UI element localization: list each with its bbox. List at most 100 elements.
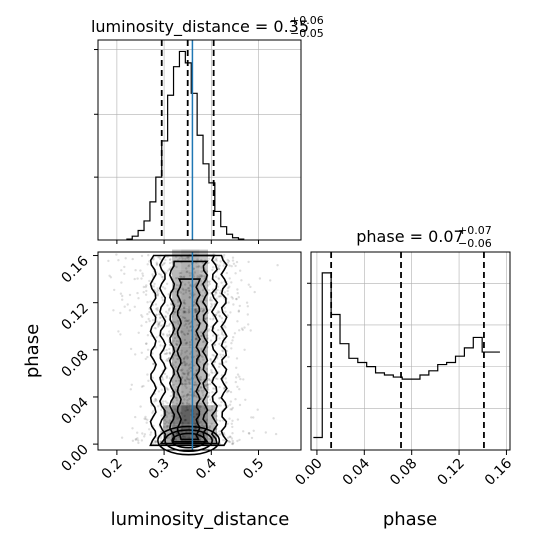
sample-point xyxy=(182,276,185,279)
sample-point xyxy=(187,311,190,314)
sample-point xyxy=(206,387,209,390)
sample-point xyxy=(187,371,191,374)
sample-point xyxy=(195,368,198,372)
sample-point xyxy=(140,439,144,442)
sample-point xyxy=(156,289,159,292)
sample-point xyxy=(167,357,171,360)
sample-point xyxy=(225,345,228,348)
sample-point xyxy=(148,319,151,323)
sample-point xyxy=(195,369,199,373)
sample-point xyxy=(202,358,205,361)
sample-point xyxy=(179,369,182,372)
sample-point xyxy=(193,383,196,387)
sample-point xyxy=(214,291,218,294)
sample-point xyxy=(146,418,149,421)
sample-point xyxy=(186,377,189,381)
sample-point xyxy=(232,441,235,445)
sample-point xyxy=(208,383,212,386)
sample-point xyxy=(188,367,191,370)
sample-point xyxy=(256,408,259,411)
sample-point xyxy=(199,437,202,440)
sample-point xyxy=(155,313,158,316)
sample-point xyxy=(231,259,235,262)
sample-point xyxy=(184,342,187,345)
sample-point xyxy=(184,257,187,260)
sample-point xyxy=(180,271,183,275)
sample-point xyxy=(181,372,185,375)
sample-point xyxy=(193,284,196,287)
sample-point xyxy=(243,348,246,351)
sample-point xyxy=(213,343,216,347)
sample-point xyxy=(175,343,179,347)
sample-point xyxy=(231,425,234,429)
sample-point xyxy=(225,271,229,275)
sample-point xyxy=(194,333,197,336)
sample-point xyxy=(220,356,223,359)
sample-point xyxy=(192,393,196,397)
sample-point xyxy=(194,299,197,302)
sample-point xyxy=(202,389,205,392)
sample-point xyxy=(157,292,160,295)
sample-point xyxy=(217,267,221,271)
sample-point xyxy=(194,283,197,286)
sample-point xyxy=(199,375,202,379)
sample-point xyxy=(207,289,211,292)
sample-point xyxy=(163,287,167,290)
sample-point xyxy=(159,273,162,276)
sample-point xyxy=(218,385,221,389)
sample-point xyxy=(185,393,189,397)
sample-point xyxy=(225,391,229,394)
sample-point xyxy=(206,337,209,341)
sample-point xyxy=(174,277,178,280)
sample-point xyxy=(180,402,183,405)
sample-point xyxy=(209,358,212,361)
sample-point xyxy=(218,315,222,318)
density-cell xyxy=(172,366,182,386)
sample-point xyxy=(180,331,183,334)
sample-point xyxy=(140,314,143,317)
sample-point xyxy=(193,383,196,387)
sample-point xyxy=(133,277,136,281)
sample-point xyxy=(226,422,229,425)
sample-point xyxy=(193,308,196,312)
sample-point xyxy=(188,264,191,267)
sample-point xyxy=(231,256,235,259)
sample-point xyxy=(219,433,222,436)
sample-point xyxy=(194,310,197,313)
sample-point xyxy=(154,346,157,349)
sample-point xyxy=(205,316,209,320)
sample-point xyxy=(160,275,163,278)
sample-point xyxy=(200,275,203,278)
density-cell xyxy=(199,269,208,289)
sample-point xyxy=(193,390,197,393)
sample-point xyxy=(151,362,155,366)
sample-point xyxy=(216,357,219,360)
sample-point xyxy=(231,442,234,446)
sample-point xyxy=(212,317,215,320)
sample-point xyxy=(187,322,190,326)
title-luminosity-distance: luminosity_distance = 0.35 xyxy=(91,17,309,37)
sample-point xyxy=(146,301,149,304)
sample-point xyxy=(221,320,224,324)
sample-point xyxy=(205,299,208,302)
sample-point xyxy=(206,401,209,405)
contour-level xyxy=(164,429,214,453)
sample-point xyxy=(156,307,159,310)
sample-point xyxy=(181,395,185,398)
sample-point xyxy=(226,293,229,296)
sample-point xyxy=(236,292,239,295)
sample-point xyxy=(223,386,226,390)
sample-point xyxy=(175,396,178,400)
sample-point xyxy=(188,296,191,299)
sample-point xyxy=(112,309,115,312)
density-cell xyxy=(190,385,200,406)
sample-point xyxy=(206,383,209,386)
sample-point xyxy=(183,360,186,363)
sample-point xyxy=(192,303,195,307)
sample-point xyxy=(155,263,158,267)
density-cell xyxy=(172,288,182,308)
density-cell xyxy=(172,346,182,367)
sample-point xyxy=(249,285,252,289)
sample-point xyxy=(193,300,196,304)
